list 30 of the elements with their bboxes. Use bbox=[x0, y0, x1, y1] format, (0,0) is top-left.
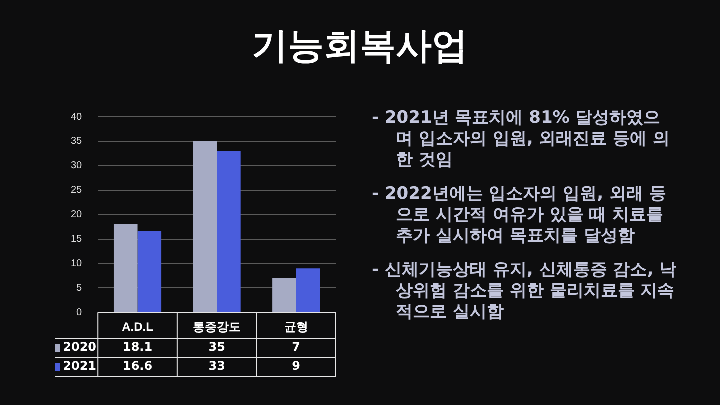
text: - 2021년 목표치에 81% 달성하였으며 입소자의 입원, 외래진료 등에 의한 것임 bbox=[372, 108, 672, 171]
y-tick-label: 10 bbox=[71, 258, 83, 270]
text: - 신체기능상태 유지, 신체통증 감소, 낙상위험 감소를 위한 물리치료를 지속적으로 실시함 bbox=[372, 260, 677, 323]
bar bbox=[272, 278, 296, 312]
legend-label: 2020 bbox=[63, 340, 97, 354]
y-tick-label: 5 bbox=[76, 282, 83, 294]
data-label: 35 bbox=[208, 340, 226, 354]
bar bbox=[217, 151, 241, 312]
bar bbox=[296, 268, 320, 312]
y-tick-label: 15 bbox=[71, 234, 83, 245]
data-label: 9 bbox=[292, 359, 301, 374]
data-label: 16.6 bbox=[122, 359, 153, 374]
legend-label: 2021 bbox=[63, 359, 97, 374]
data-label: 33 bbox=[208, 359, 226, 374]
y-tick-label: 35 bbox=[71, 136, 83, 148]
y-tick-label: 0 bbox=[76, 307, 83, 318]
x-tick-label: 균형 bbox=[284, 320, 308, 334]
y-tick-label: 20 bbox=[71, 210, 83, 221]
y-tick-label: 25 bbox=[71, 185, 83, 196]
chart-title: 기능회복사업 bbox=[251, 25, 469, 69]
y-tick-label: 30 bbox=[71, 160, 83, 172]
data-label: 7 bbox=[292, 340, 301, 354]
bar bbox=[138, 231, 162, 312]
bar bbox=[193, 141, 218, 312]
data-label: 18.1 bbox=[122, 340, 153, 354]
bar bbox=[114, 224, 138, 312]
y-tick-label: 40 bbox=[71, 112, 83, 123]
x-tick-label: 통증강도 bbox=[193, 320, 242, 334]
x-tick-label: A.D.L bbox=[122, 320, 154, 334]
text: - 2022년에는 입소자의 입원, 외래 등으로 시간적 여유가 있을 때 치료를 추가 실시하여 목표치를 달성함 bbox=[372, 184, 668, 247]
